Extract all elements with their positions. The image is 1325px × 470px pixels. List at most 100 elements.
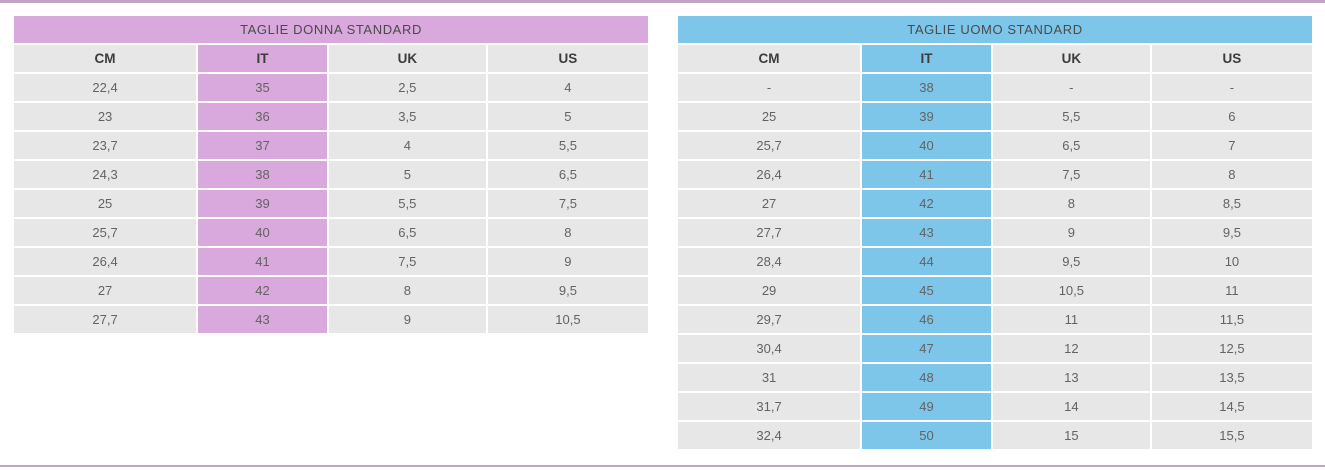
cell-cm: 30,4 [678,335,861,362]
cell-us: 7,5 [487,190,648,217]
women-table-title: TAGLIE DONNA STANDARD [14,16,648,43]
men-table-body: -38- -25 39 5,5 6 25,7 40 6,5 7 26,4 41 7,5 8 27 42 8 8,… [678,74,1312,449]
cell-cm: 26,4 [14,248,197,275]
cell-us: 5 [487,103,648,130]
cell-uk: 9 [328,306,486,333]
cell-uk: 8 [992,190,1150,217]
cell-cm: - [678,74,861,101]
cell-it: 40 [198,219,327,246]
cell-us: 11 [1151,277,1312,304]
cell-uk: 9 [992,219,1150,246]
top-divider [0,0,1325,3]
cell-us: 9,5 [1151,219,1312,246]
table-row: 26,4 41 7,5 9 [14,248,648,275]
cell-us: 6 [1151,103,1312,130]
cell-uk: 5,5 [992,103,1150,130]
cell-cm: 23,7 [14,132,197,159]
cell-us: 6,5 [487,161,648,188]
cell-uk: - [992,74,1150,101]
cell-uk: 6,5 [992,132,1150,159]
cell-uk: 4 [328,132,486,159]
cell-it: 40 [862,132,991,159]
cell-uk: 11 [992,306,1150,333]
cell-it: 42 [198,277,327,304]
cell-uk: 5,5 [328,190,486,217]
cell-uk: 9,5 [992,248,1150,275]
column-header-it: IT [862,45,991,72]
cell-us: 8 [487,219,648,246]
cell-cm: 27 [678,190,861,217]
table-row: 26,4 41 7,5 8 [678,161,1312,188]
cell-it: 41 [862,161,991,188]
cell-us: 10,5 [487,306,648,333]
cell-it: 45 [862,277,991,304]
cell-cm: 29 [678,277,861,304]
cell-us: 10 [1151,248,1312,275]
column-header-cm: CM [14,45,197,72]
men-size-table-section: TAGLIE UOMO STANDARD CM IT UK US -38- -25 39 5… [678,16,1312,451]
table-row: 22,4 35 2,5 4 [14,74,648,101]
cell-uk: 2,5 [328,74,486,101]
cell-cm: 23 [14,103,197,130]
table-row: 32,4 50 15 15,5 [678,422,1312,449]
women-table-header: CM IT UK US [14,45,648,72]
women-size-table-section: TAGLIE DONNA STANDARD CM IT UK US 22,4 35 2,5… [14,16,648,335]
cell-cm: 25,7 [678,132,861,159]
table-row: 27,7 43 9 10,5 [14,306,648,333]
cell-cm: 25 [678,103,861,130]
men-table-title: TAGLIE UOMO STANDARD [678,16,1312,43]
cell-cm: 32,4 [678,422,861,449]
table-row: 25,7 40 6,5 7 [678,132,1312,159]
men-table-header: CM IT UK US [678,45,1312,72]
cell-us: - [1151,74,1312,101]
table-row: 25 39 5,5 6 [678,103,1312,130]
column-header-uk: UK [992,45,1150,72]
cell-cm: 22,4 [14,74,197,101]
women-size-conversion-table: CM IT UK US 22,4 35 2,5 4 23 36 3,5 5 23,7 37 4 5,5 24,… [12,43,650,335]
table-row: 27,7 43 9 9,5 [678,219,1312,246]
cell-uk: 5 [328,161,486,188]
cell-us: 7 [1151,132,1312,159]
table-row: 28,4 44 9,5 10 [678,248,1312,275]
table-row: 31 48 13 13,5 [678,364,1312,391]
tables-container: TAGLIE DONNA STANDARD CM IT UK US 22,4 35 2,5… [14,16,1312,451]
column-header-cm: CM [678,45,861,72]
cell-uk: 6,5 [328,219,486,246]
cell-it: 36 [198,103,327,130]
cell-us: 15,5 [1151,422,1312,449]
column-header-us: US [487,45,648,72]
table-row: 29,7 46 11 11,5 [678,306,1312,333]
cell-cm: 29,7 [678,306,861,333]
cell-uk: 7,5 [328,248,486,275]
cell-it: 50 [862,422,991,449]
table-row: 27 42 8 8,5 [678,190,1312,217]
cell-it: 41 [198,248,327,275]
cell-it: 43 [198,306,327,333]
cell-it: 37 [198,132,327,159]
cell-cm: 27 [14,277,197,304]
cell-us: 12,5 [1151,335,1312,362]
cell-uk: 15 [992,422,1150,449]
cell-uk: 13 [992,364,1150,391]
table-row: -38- - [678,74,1312,101]
cell-it: 47 [862,335,991,362]
cell-cm: 27,7 [14,306,197,333]
cell-us: 13,5 [1151,364,1312,391]
table-row: 25,7 40 6,5 8 [14,219,648,246]
cell-cm: 27,7 [678,219,861,246]
cell-it: 39 [198,190,327,217]
cell-us: 14,5 [1151,393,1312,420]
cell-us: 9 [487,248,648,275]
column-header-us: US [1151,45,1312,72]
column-header-uk: UK [328,45,486,72]
cell-it: 46 [862,306,991,333]
cell-cm: 31 [678,364,861,391]
cell-us: 4 [487,74,648,101]
header-row: CM IT UK US [14,45,648,72]
bottom-divider [0,465,1325,467]
header-row: CM IT UK US [678,45,1312,72]
cell-cm: 26,4 [678,161,861,188]
women-table-body: 22,4 35 2,5 4 23 36 3,5 5 23,7 37 4 5,5 24,3 38 5 6,5 25… [14,74,648,333]
cell-it: 38 [862,74,991,101]
